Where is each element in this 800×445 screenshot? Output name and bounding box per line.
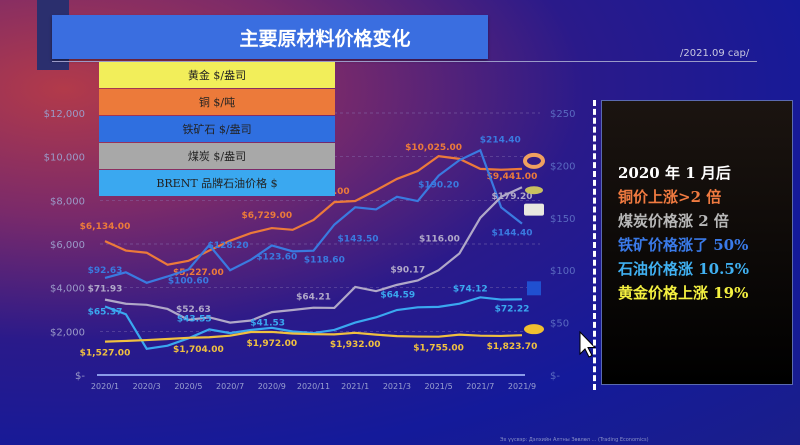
legend-coal: 煤炭 $/盎司 <box>99 143 335 169</box>
data-label: $43.55 <box>177 314 212 324</box>
summary-iron: 铁矿价格涨了 50% <box>618 236 749 254</box>
data-label: $10,025.00 <box>405 143 462 153</box>
data-label: $100.60 <box>168 277 209 287</box>
summary-copper: 铜价上涨>2 倍 <box>618 188 722 206</box>
x-tick-label: 2021/7 <box>466 382 494 391</box>
data-label: $144.40 <box>492 229 533 239</box>
summary-oil: 石油价格涨 10.5% <box>618 260 750 278</box>
date-note: /2021.09 cap/ <box>680 48 750 59</box>
left-tick-label: $10,000 <box>44 153 85 164</box>
data-label: $1,823.70 <box>487 342 538 352</box>
right-tick-label: $- <box>550 371 560 382</box>
x-tick-label: 2020/1 <box>91 382 119 391</box>
x-tick-label: 2020/11 <box>297 382 330 391</box>
data-label: $1,932.00 <box>330 340 381 350</box>
source-footnote: Эх үүсвэр: Дэлхийн Алтны Зөвлөл ... (Tra… <box>500 437 649 443</box>
data-label: $179.20 <box>492 192 533 202</box>
summary-coal: 煤炭价格涨 2 倍 <box>618 212 729 230</box>
gold-nugget-icon <box>524 324 544 335</box>
data-label: $65.37 <box>88 307 123 317</box>
data-label: $118.60 <box>304 256 345 266</box>
data-label: $1,527.00 <box>80 349 131 359</box>
data-label: $41.53 <box>250 318 285 328</box>
left-tick-label: $8,000 <box>50 196 85 207</box>
legend-brent: BRENT 品牌石油价格 $ <box>99 170 335 196</box>
x-tick-label: 2021/9 <box>508 382 536 391</box>
data-label: $71.93 <box>88 285 123 295</box>
right-tick-label: $250 <box>550 109 575 120</box>
data-label: $5,227.00 <box>173 268 224 278</box>
x-tick-label: 2020/9 <box>258 382 286 391</box>
data-label: $6,729.00 <box>241 211 292 221</box>
data-label: $52.63 <box>176 305 211 315</box>
summary-panel: 2020 年 1 月后 铜价上涨>2 倍 煤炭价格涨 2 倍 铁矿价格涨了 50… <box>601 100 793 385</box>
legend-iron-ore: 铁矿石 $/盎司 <box>99 116 335 142</box>
left-tick-label: $2,000 <box>50 327 85 338</box>
right-tick-label: $100 <box>550 266 575 277</box>
divider <box>52 61 757 62</box>
data-label: $128.20 <box>208 241 249 251</box>
x-tick-label: 2021/3 <box>383 382 411 391</box>
data-label: $116.00 <box>419 234 460 244</box>
legend-gold: 黄金 $/盎司 <box>99 62 335 88</box>
x-tick-label: 2021/5 <box>425 382 453 391</box>
data-label: $143.50 <box>338 234 379 244</box>
data-label: $64.59 <box>380 290 415 300</box>
iron-bar-icon <box>524 203 544 216</box>
legend-copper: 铜 $/吨 <box>99 89 335 115</box>
data-label: $9,441.00 <box>487 172 538 182</box>
data-label: $214.40 <box>480 135 521 145</box>
copper-ring-icon <box>523 152 545 169</box>
data-label: $64.21 <box>296 293 331 303</box>
series-line-3 <box>104 296 523 350</box>
oil-drum-icon <box>527 281 541 296</box>
data-label: $74.12 <box>453 284 488 294</box>
data-label: $92.63 <box>88 266 123 276</box>
legend: 黄金 $/盎司 铜 $/吨 铁矿石 $/盎司 煤炭 $/盎司 BRENT 品牌石… <box>99 62 335 197</box>
x-tick-label: 2020/5 <box>174 382 202 391</box>
slide-title: 主要原材料价格变化 <box>52 15 488 59</box>
right-tick-label: $200 <box>550 161 575 172</box>
summary-heading: 2020 年 1 月后 <box>618 164 731 182</box>
x-tick-label: 2021/1 <box>341 382 369 391</box>
summary-gold: 黄金价格上涨 19% <box>618 284 749 302</box>
dotted-divider <box>593 100 596 390</box>
data-label: $1,972.00 <box>246 339 297 349</box>
coal-pile-icon <box>525 186 543 195</box>
data-label: $6,134.00 <box>80 222 131 232</box>
data-label: $72.22 <box>495 304 530 314</box>
series-line-4 <box>104 330 523 343</box>
data-label: $1,755.00 <box>413 344 464 354</box>
left-tick-label: $12,000 <box>44 109 85 120</box>
right-tick-label: $150 <box>550 214 575 225</box>
left-tick-label: $- <box>75 371 85 382</box>
left-tick-label: $4,000 <box>50 284 85 295</box>
x-tick-label: 2020/7 <box>216 382 244 391</box>
x-tick-label: 2020/3 <box>133 382 161 391</box>
data-label: $123.60 <box>256 252 297 262</box>
data-label: $190.20 <box>418 181 459 191</box>
right-tick-label: $50 <box>550 319 569 330</box>
data-label: $1,704.00 <box>173 345 224 355</box>
left-tick-label: $6,000 <box>50 240 85 251</box>
data-label: $90.17 <box>390 266 425 276</box>
